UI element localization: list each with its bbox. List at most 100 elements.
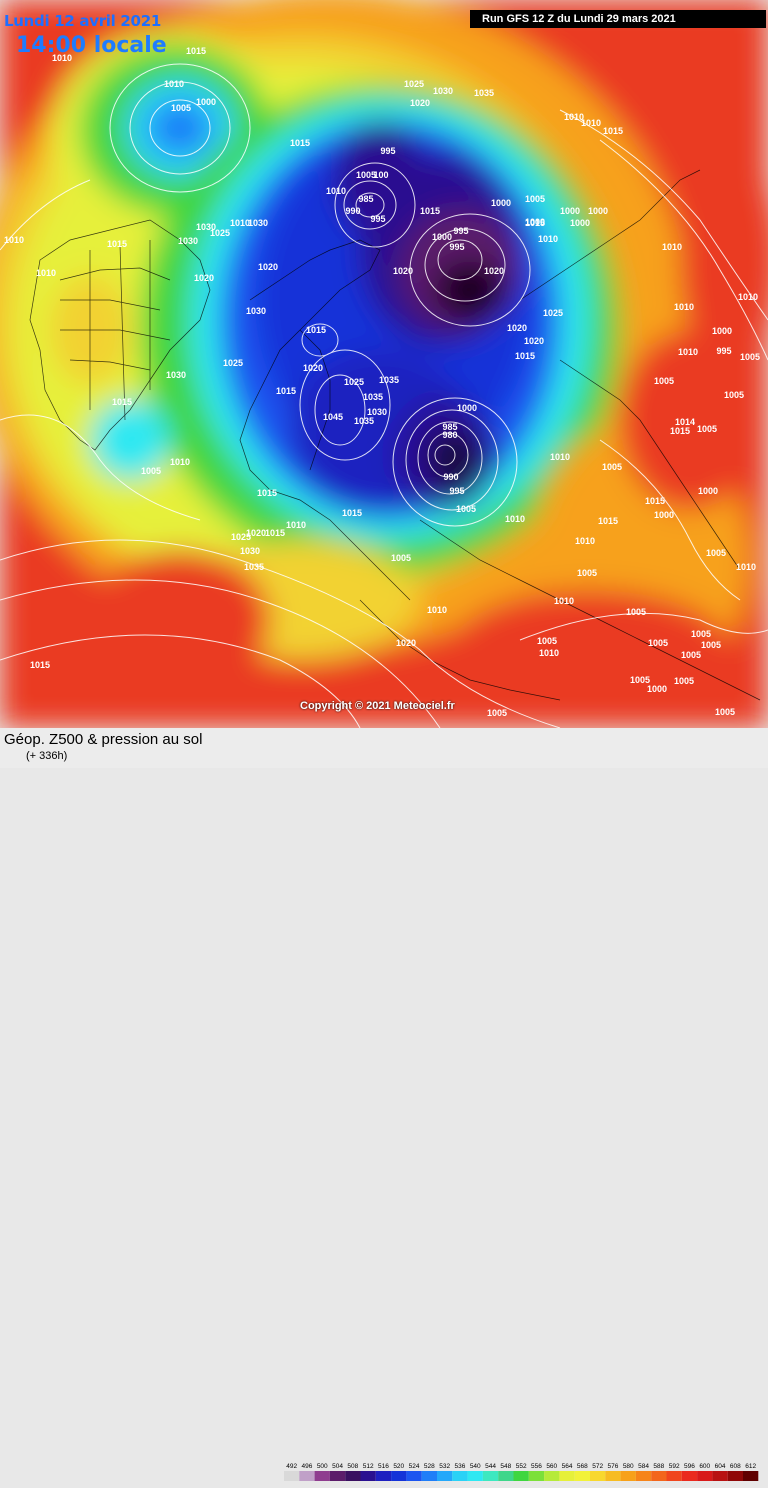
scale-tick-label: 600 (699, 1463, 710, 1470)
scale-tick-label: 596 (684, 1463, 695, 1470)
scale-swatch (528, 1471, 545, 1481)
forecast-lead-time: (+ 336h) (26, 750, 68, 762)
scale-swatch (666, 1471, 682, 1481)
scale-tick-label: 564 (562, 1463, 573, 1470)
scale-swatch (452, 1471, 468, 1481)
pressure-label: 995 (449, 486, 464, 496)
pressure-label: 1030 (433, 86, 453, 96)
pressure-label: 1010 (505, 514, 525, 524)
pressure-label: 980 (442, 430, 457, 440)
pressure-label: 1015 (257, 488, 277, 498)
pressure-label: 1030 (240, 546, 260, 556)
scale-swatch (712, 1471, 728, 1481)
scale-swatch (559, 1471, 575, 1481)
pressure-label: 1025 (543, 308, 563, 318)
scale-tick-label: 580 (623, 1463, 634, 1470)
pressure-label: 995 (453, 226, 468, 236)
pressure-label: 995 (370, 214, 385, 224)
scale-swatch (605, 1471, 621, 1481)
scale-swatch (391, 1471, 407, 1481)
scale-swatch (574, 1471, 590, 1481)
scale-swatch (697, 1471, 713, 1481)
pressure-label: 1005 (626, 607, 646, 617)
pressure-label: 1015 (525, 218, 545, 228)
pressure-label: 1010 (427, 605, 447, 615)
scale-swatch (360, 1471, 376, 1481)
pressure-label: 1010 (170, 457, 190, 467)
pressure-label: 1000 (647, 684, 667, 694)
pressure-label: 1020 (393, 266, 413, 276)
pressure-label: 1000 (457, 403, 477, 413)
scale-tick-label: 560 (546, 1463, 557, 1470)
pressure-label: 1015 (598, 516, 618, 526)
pressure-label: 1005 (602, 462, 622, 472)
scale-tick-label: 504 (332, 1463, 343, 1470)
pressure-label: 1005 (537, 636, 557, 646)
scale-swatch (620, 1471, 636, 1481)
pressure-label: 1045 (323, 412, 343, 422)
scale-tick-label: 556 (531, 1463, 542, 1470)
scale-swatch (651, 1471, 667, 1481)
pressure-label: 1020 (303, 363, 323, 373)
pressure-label: 1005 (701, 640, 721, 650)
scale-swatch (544, 1471, 560, 1481)
model-run-label: Run GFS 12 Z du Lundi 29 mars 2021 (470, 10, 766, 28)
pressure-label: 1000 (654, 510, 674, 520)
scale-tick-label: 540 (470, 1463, 481, 1470)
pressure-label: 1015 (420, 206, 440, 216)
scale-tick-label: 576 (608, 1463, 619, 1470)
pressure-label: 1010 (581, 118, 601, 128)
pressure-label: 1005 (674, 676, 694, 686)
scale-tick-label: 496 (302, 1463, 313, 1470)
pressure-label: 1010 (52, 53, 72, 63)
scale-swatch (299, 1471, 315, 1481)
pressure-label: 1030 (178, 236, 198, 246)
pressure-label: 1005 (740, 352, 760, 362)
pressure-label: 1020 (258, 262, 278, 272)
map-parameter-title: Géop. Z500 & pression au sol (4, 731, 203, 748)
scale-tick-label: 528 (424, 1463, 435, 1470)
pressure-label: 1005 (456, 504, 476, 514)
scale-swatch (375, 1471, 392, 1481)
pressure-label: 1000 (712, 326, 732, 336)
pressure-label: 1010 (554, 596, 574, 606)
scale-tick-label: 584 (638, 1463, 649, 1470)
scale-swatch (329, 1471, 346, 1481)
scale-swatch (727, 1471, 743, 1481)
pressure-label: 1020 (246, 528, 266, 538)
pressure-label: 1035 (379, 375, 399, 385)
pressure-label: 1015 (265, 528, 285, 538)
scale-tick-label: 508 (347, 1463, 358, 1470)
pressure-label: 1000 (491, 198, 511, 208)
scale-tick-label: 536 (455, 1463, 466, 1470)
pressure-label: 990 (345, 206, 360, 216)
scale-tick-label: 568 (577, 1463, 588, 1470)
pressure-label: 1005 (391, 553, 411, 563)
pressure-label: 995 (716, 346, 731, 356)
pressure-label: 1005 (171, 103, 191, 113)
copyright-notice: Copyright © 2021 Meteociel.fr (300, 700, 455, 712)
pressure-label: 1005 (654, 376, 674, 386)
pressure-label: 1000 (698, 486, 718, 496)
scale-tick-label: 532 (439, 1463, 450, 1470)
pressure-label: 1005 (681, 650, 701, 660)
scale-swatch (513, 1471, 529, 1481)
pressure-label: 1020 (396, 638, 416, 648)
color-scale: 492 496 500 504 508 512 516 520 524 528 532 536 540 5… (284, 1463, 759, 1481)
pressure-label: 990 (443, 472, 458, 482)
scale-tick-label: 552 (516, 1463, 527, 1470)
pressure-label: 1035 (354, 416, 374, 426)
pressure-label: 1005 (141, 466, 161, 476)
geopotential-field (0, 0, 768, 728)
pressure-label: 1005 (648, 638, 668, 648)
forecast-local-time: 14:00 locale (16, 33, 167, 58)
pressure-label: 1015 (276, 386, 296, 396)
pressure-label: 1030 (196, 222, 216, 232)
pressure-label: 995 (449, 242, 464, 252)
pressure-label: 1025 (404, 79, 424, 89)
pressure-label: 1010 (564, 112, 584, 122)
pressure-label: 1014 (675, 417, 695, 427)
scale-swatch (590, 1471, 606, 1481)
pressure-label: 1015 (186, 46, 206, 56)
pressure-label: 1005 (691, 629, 711, 639)
